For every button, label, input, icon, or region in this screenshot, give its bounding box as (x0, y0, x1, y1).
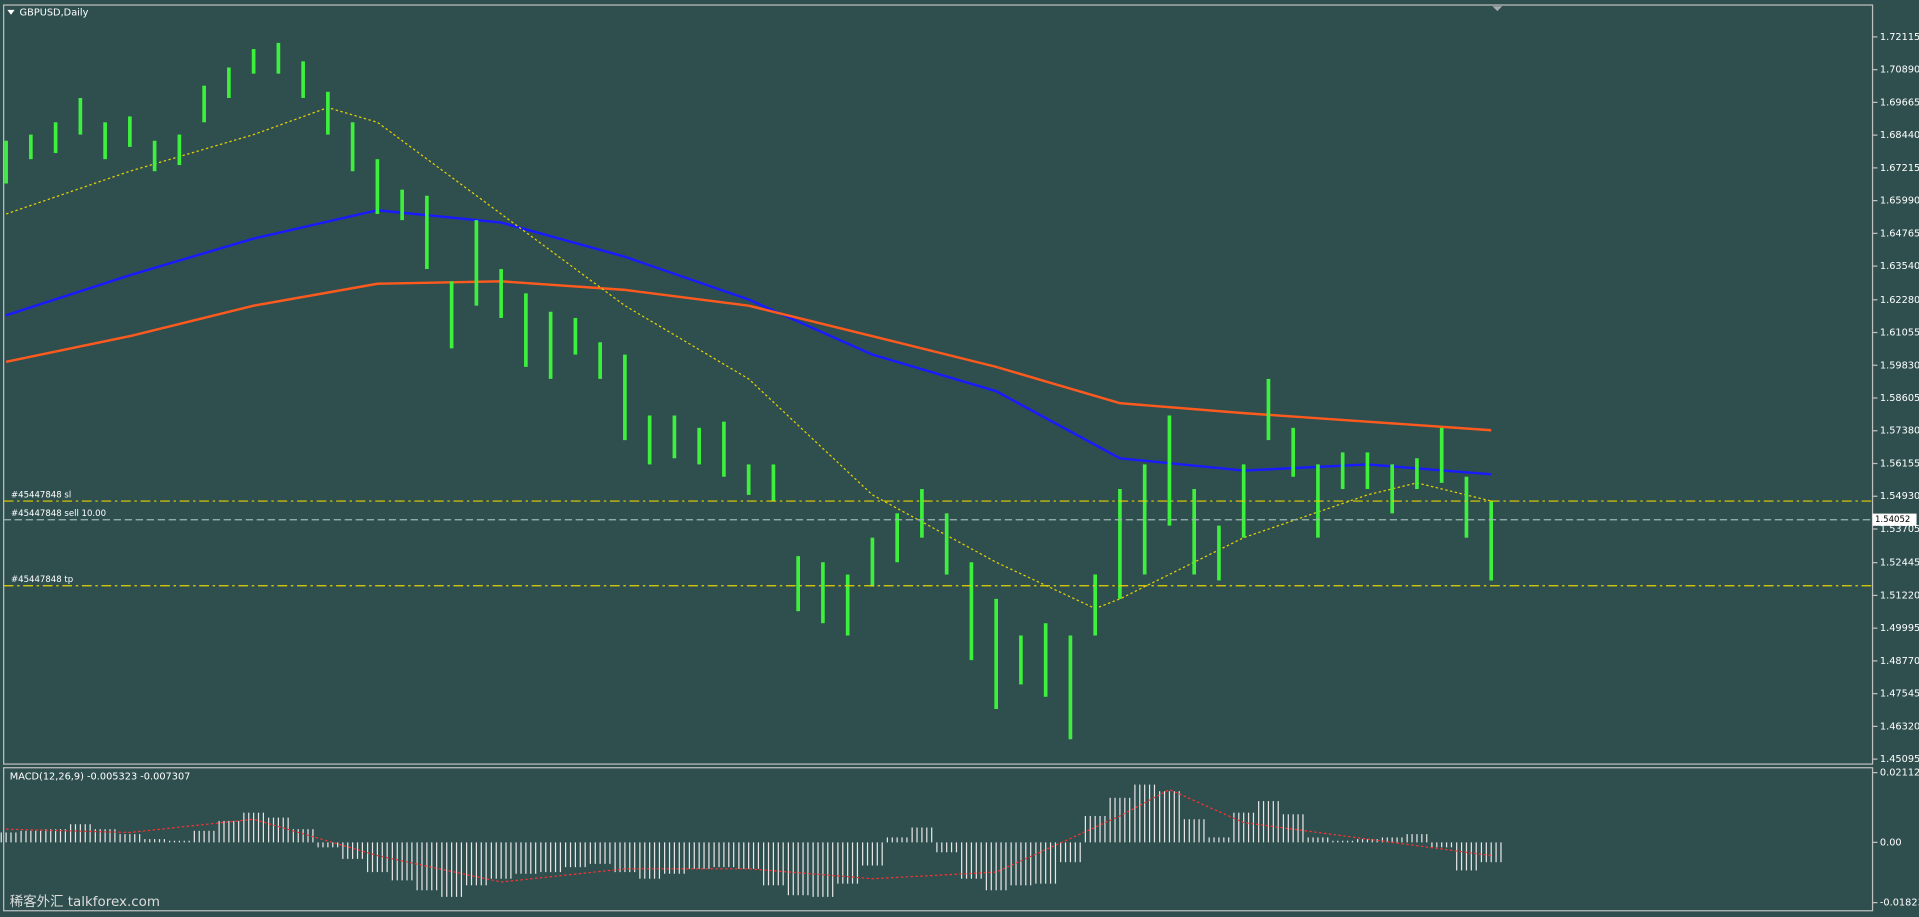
y-tick-label: 1.65990 (1880, 196, 1919, 207)
main-frame (3, 4, 1874, 765)
y-tick-label: 1.61055 (1880, 328, 1919, 339)
watermark: 稀客外汇 talkforex.com (10, 893, 160, 910)
y-tick-label: 1.64765 (1880, 228, 1919, 239)
y-tick-label: 1.48770 (1880, 656, 1919, 667)
y-tick-label: 1.58605 (1880, 393, 1919, 404)
y-tick-label: -0.018239 (1880, 898, 1919, 909)
price-box (1872, 513, 1917, 526)
y-tick-label: 1.46320 (1880, 721, 1919, 732)
order-label: #45447848 sell 10.00 (11, 509, 106, 519)
y-tick-label: 1.57380 (1880, 426, 1919, 437)
y-tick-label: 1.51220 (1880, 590, 1919, 601)
y-tick-label: 1.69665 (1880, 97, 1919, 108)
y-tick-label: 1.70890 (1880, 65, 1919, 76)
y-tick-label: 1.72115 (1880, 32, 1919, 43)
indicator-line (6, 788, 1492, 883)
macd-title: MACD(12,26,9) -0.005323 -0.007307 (10, 771, 191, 782)
y-tick-label: 1.45095 (1880, 754, 1919, 765)
symbol-title: GBPUSD,Daily (20, 7, 89, 18)
menu-arrow[interactable] (7, 9, 15, 15)
macd-frame (3, 767, 1874, 912)
y-tick-label: 1.59830 (1880, 360, 1919, 371)
shift-marker (1492, 6, 1503, 12)
indicator-line (5, 280, 1492, 432)
y-tick-label: 1.47545 (1880, 689, 1919, 700)
y-tick-label: 1.56155 (1880, 458, 1919, 469)
order-label: #45447848 tp (11, 575, 73, 585)
indicator-line (5, 106, 1492, 610)
y-tick-label: 1.52445 (1880, 558, 1919, 569)
y-tick-label: 1.68440 (1880, 130, 1919, 141)
y-tick-label: 0.021122 (1880, 768, 1919, 779)
y-tick-label: 1.54930 (1880, 491, 1919, 502)
y-tick-label: 1.62280 (1880, 295, 1919, 306)
y-tick-label: 1.63540 (1880, 261, 1919, 272)
y-tick-label: 1.67215 (1880, 163, 1919, 174)
y-tick-label: 0.00 (1880, 837, 1902, 848)
y-tick-label: 1.53705 (1880, 524, 1919, 535)
order-label: #45447848 sl (11, 490, 71, 500)
price-label: 1.54052 (1875, 515, 1910, 525)
y-tick-label: 1.49995 (1880, 623, 1919, 634)
